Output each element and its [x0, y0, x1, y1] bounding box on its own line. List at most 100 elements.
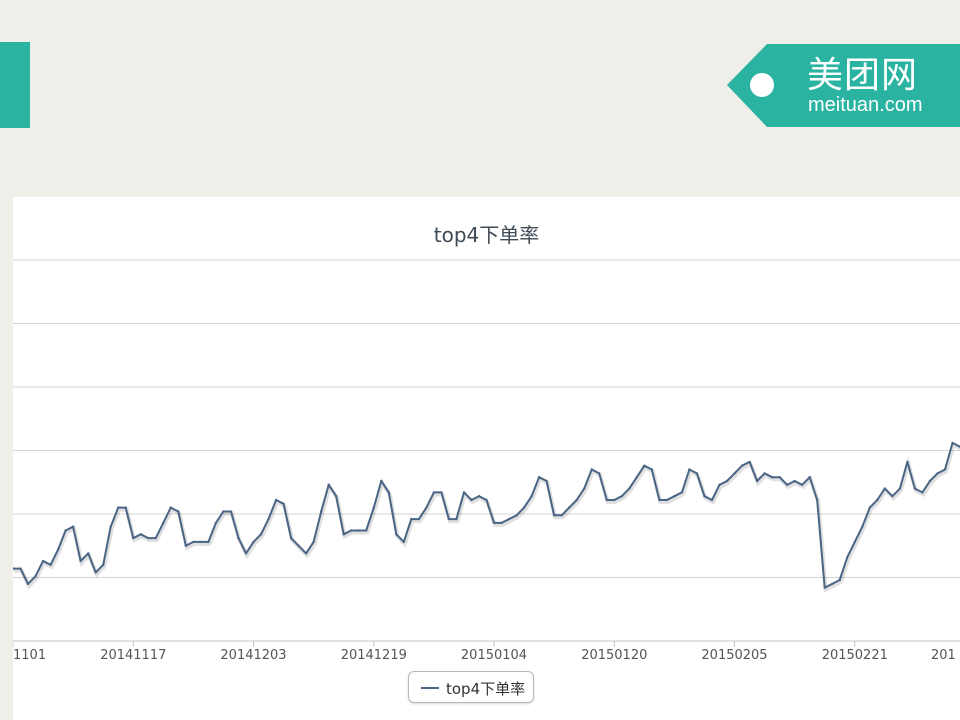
- data-point: [304, 552, 308, 555]
- data-point: [350, 529, 353, 532]
- chart-title: top4下单率: [433, 223, 540, 247]
- data-point: [26, 582, 30, 586]
- data-point: [605, 498, 608, 502]
- data-point: [876, 498, 879, 502]
- data-point: [229, 510, 233, 513]
- data-point: [485, 498, 488, 502]
- data-point: [665, 498, 669, 502]
- data-point: [891, 495, 894, 498]
- data-point: [177, 510, 180, 513]
- logo-tag-shape: [727, 44, 960, 127]
- data-point: [440, 491, 443, 494]
- data-point: [34, 575, 37, 578]
- data-point: [515, 514, 518, 517]
- data-point: [462, 491, 466, 494]
- data-point: [725, 479, 729, 483]
- data-point: [395, 533, 398, 536]
- data-point: [49, 563, 52, 566]
- data-point: [552, 514, 556, 517]
- data-point: [695, 472, 699, 475]
- x-tick-label: 20141203: [220, 648, 286, 663]
- data-point: [620, 495, 623, 498]
- data-point: [658, 498, 661, 502]
- data-point: [117, 506, 120, 509]
- data-point: [342, 533, 345, 536]
- data-point: [222, 510, 225, 513]
- data-point: [477, 495, 481, 498]
- data-point: [207, 540, 210, 544]
- meituan-logo: 美团网 meituan.com: [727, 44, 960, 127]
- data-point: [575, 498, 578, 502]
- data-point: [568, 506, 571, 509]
- legend-series-label: top4下单率: [446, 680, 526, 698]
- data-point: [492, 521, 496, 525]
- data-point: [673, 495, 676, 498]
- data-point: [936, 472, 939, 475]
- data-point: [951, 441, 954, 445]
- data-point: [883, 487, 886, 490]
- data-point: [740, 464, 744, 467]
- x-tick-label: 201: [931, 648, 956, 663]
- data-point: [267, 517, 270, 521]
- data-point: [500, 521, 503, 525]
- data-point: [124, 506, 127, 509]
- data-point: [320, 510, 323, 513]
- data-point: [192, 540, 195, 544]
- data-point: [184, 544, 188, 547]
- data-point: [252, 540, 255, 544]
- data-point: [613, 498, 616, 502]
- legend-series-swatch: [421, 687, 439, 689]
- data-point: [688, 468, 691, 471]
- x-tick-label: 20150104: [461, 648, 527, 663]
- data-point: [19, 567, 22, 570]
- data-point: [590, 468, 593, 471]
- data-point: [733, 472, 736, 475]
- data-point: [816, 498, 819, 502]
- data-point: [823, 586, 826, 589]
- data-point: [417, 517, 421, 521]
- x-tick-label: 1101: [13, 648, 46, 663]
- data-point: [402, 540, 405, 544]
- chart-panel: top4下单率 1101 20141117 20141203 20141219 2015…: [13, 197, 960, 720]
- data-point: [913, 487, 917, 490]
- data-point: [387, 491, 390, 494]
- data-point: [703, 495, 706, 498]
- data-point: [214, 521, 218, 525]
- logo-tag-hole-icon: [750, 73, 774, 97]
- data-point: [357, 529, 360, 532]
- series-layer: [13, 441, 960, 593]
- data-point: [898, 487, 902, 490]
- data-point: [447, 517, 451, 521]
- data-point: [372, 506, 375, 509]
- data-point: [583, 487, 586, 490]
- data-point: [154, 536, 157, 540]
- data-point: [831, 582, 834, 586]
- line-chart: 1101 20141117 20141203 20141219 20150104 2015…: [13, 259, 960, 663]
- data-point: [455, 517, 458, 521]
- data-point: [718, 483, 721, 486]
- x-tick-label: 20141117: [100, 648, 166, 663]
- data-point: [297, 544, 300, 547]
- data-point: [643, 464, 646, 467]
- x-tick-label: 20150221: [822, 648, 888, 663]
- data-point: [755, 479, 759, 483]
- data-point: [470, 498, 473, 502]
- data-point: [650, 468, 653, 471]
- data-point: [861, 525, 864, 528]
- data-point: [906, 460, 909, 464]
- data-point: [710, 498, 714, 502]
- data-point: [628, 487, 631, 490]
- data-point: [763, 472, 766, 475]
- x-tick-label: 20141219: [341, 648, 407, 663]
- logo-brand-en: meituan.com: [808, 94, 923, 116]
- data-point: [274, 498, 278, 502]
- legend[interactable]: top4下单率: [408, 671, 534, 703]
- data-point: [335, 495, 338, 498]
- data-point: [13, 567, 15, 570]
- data-point: [380, 479, 383, 483]
- data-point: [425, 506, 428, 509]
- data-point: [56, 548, 60, 551]
- data-point: [432, 491, 436, 494]
- data-point: [259, 533, 263, 536]
- data-point: [846, 556, 849, 559]
